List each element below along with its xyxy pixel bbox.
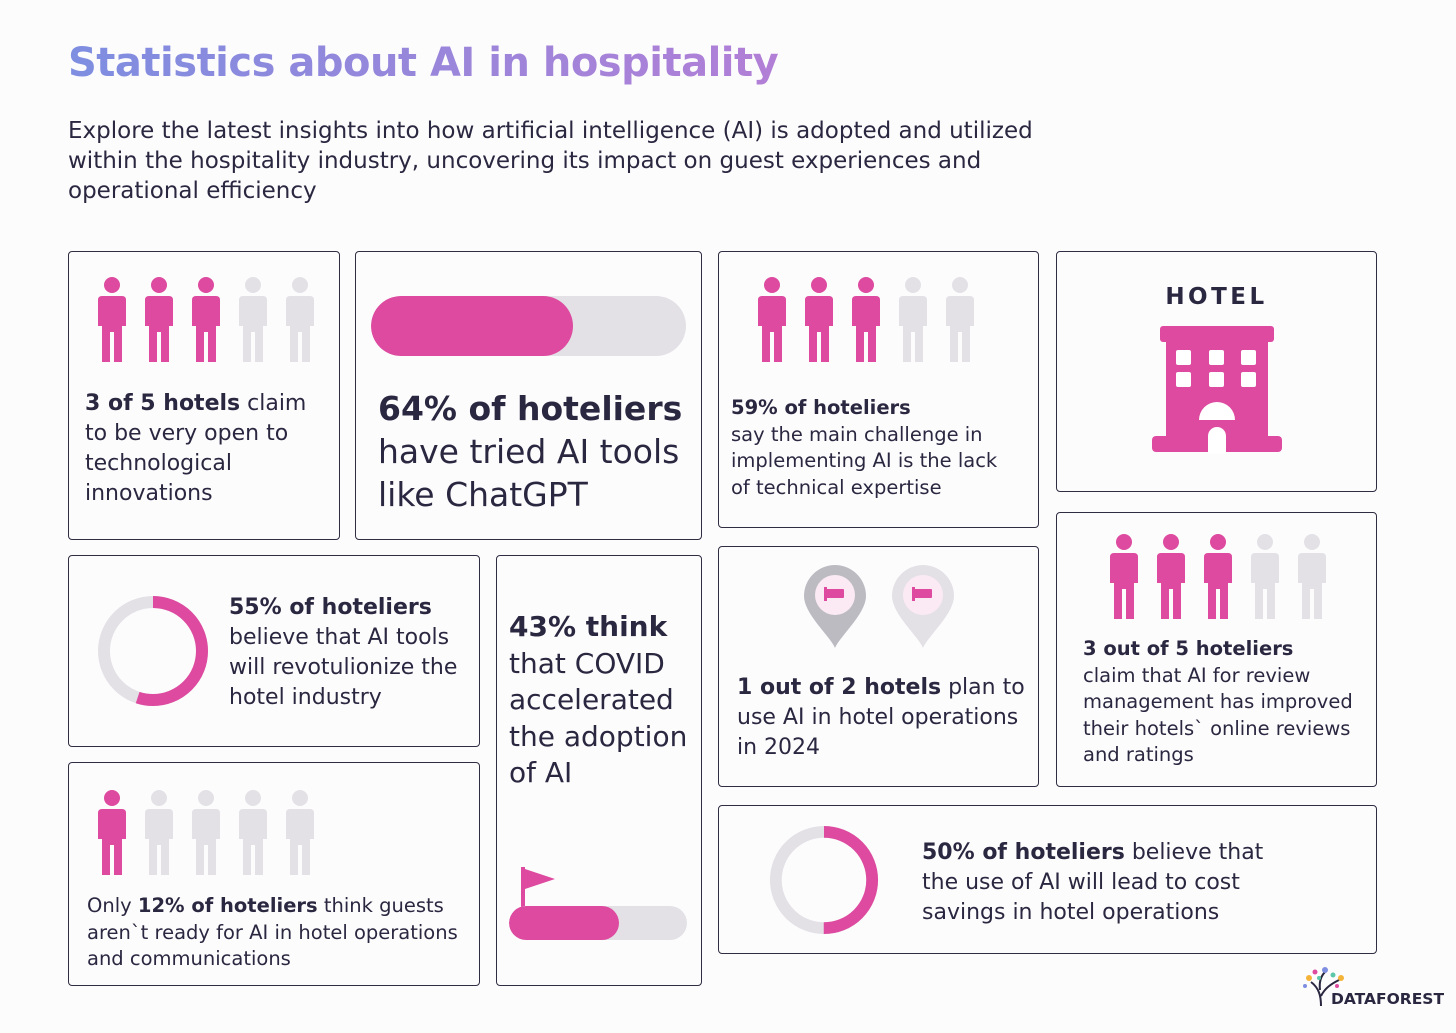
card-tried-ai: 64% of hoteliers have tried AI tools lik… bbox=[355, 251, 702, 540]
donut-chart bbox=[98, 596, 208, 706]
card-plan-2024: 1 out of 2 hotels plan to use AI in hote… bbox=[718, 546, 1039, 787]
progress-bar bbox=[509, 906, 687, 940]
stat-covid: 43% think that COVID accelerated the ado… bbox=[509, 609, 699, 792]
stat-rest: believe that the use of AI will lead to … bbox=[922, 840, 1264, 925]
card-hotel: HOTEL bbox=[1056, 251, 1377, 492]
page-title: Statistics about AI in hospitality bbox=[68, 40, 779, 86]
location-pin-icon bbox=[804, 565, 866, 648]
stat-rest: believe that AI tools will revotulionize… bbox=[229, 625, 458, 710]
stat-cost-savings: 50% of hoteliers believe that the use of… bbox=[922, 838, 1292, 928]
person-icon bbox=[98, 790, 126, 875]
stat-rest: have tried AI tools like ChatGPT bbox=[378, 432, 680, 514]
stat-tried-ai: 64% of hoteliers have tried AI tools lik… bbox=[378, 387, 688, 516]
stat-plan-2024: 1 out of 2 hotels plan to use AI in hote… bbox=[737, 673, 1027, 763]
donut-arc bbox=[98, 596, 208, 706]
dataforest-logo: DATAFOREST bbox=[1331, 990, 1445, 1008]
stat-reviews: 3 out of 5 hoteliers claim that AI for r… bbox=[1083, 636, 1375, 769]
stat-open-to-tech: 3 of 5 hotels claim to be very open to t… bbox=[85, 389, 325, 509]
hotel-building-icon bbox=[1152, 326, 1282, 454]
tree-logo-icon bbox=[1303, 967, 1344, 1007]
people-icon-row bbox=[1106, 533, 1330, 619]
person-icon bbox=[1157, 534, 1185, 619]
page-subtitle: Explore the latest insights into how art… bbox=[68, 118, 1033, 204]
person-icon bbox=[1110, 534, 1138, 619]
stat-rest: claim that AI for review management has … bbox=[1083, 663, 1353, 767]
progress-bar-fill bbox=[509, 906, 620, 940]
person-icon bbox=[805, 277, 833, 362]
person-icon bbox=[239, 277, 267, 362]
stat-rest: say the main challenge in implementing A… bbox=[731, 422, 998, 499]
person-icon bbox=[1298, 534, 1326, 619]
person-icon bbox=[1204, 534, 1232, 619]
flag-icon bbox=[521, 867, 555, 911]
location-pin-icon bbox=[892, 565, 954, 648]
hotel-label: HOTEL bbox=[1165, 284, 1268, 310]
person-icon bbox=[192, 790, 220, 875]
person-icon bbox=[286, 790, 314, 875]
stat-rest: think guests aren`t ready for AI in hote… bbox=[87, 894, 458, 970]
stat-challenge: 59% of hoteliers say the main challenge … bbox=[731, 395, 1021, 501]
card-challenge: 59% of hoteliers say the main challenge … bbox=[718, 251, 1039, 528]
card-reviews: 3 out of 5 hoteliers claim that AI for r… bbox=[1056, 512, 1377, 787]
people-icon-row bbox=[94, 789, 318, 875]
person-icon bbox=[192, 277, 220, 362]
stat-rest: that COVID accelerated the adoption of A… bbox=[509, 646, 688, 790]
person-icon bbox=[145, 790, 173, 875]
stat-rest: claim to be very open to technological i… bbox=[85, 391, 307, 506]
stat-bold: 12% of hoteliers bbox=[137, 894, 318, 917]
card-revolutionize: 55% of hoteliers believe that AI tools w… bbox=[68, 555, 480, 747]
people-icon-row bbox=[94, 276, 318, 362]
donut-arc bbox=[769, 825, 879, 935]
progress-bar bbox=[371, 296, 686, 356]
person-icon bbox=[286, 277, 314, 362]
stat-bold: 55% of hoteliers bbox=[229, 595, 432, 620]
person-icon bbox=[758, 277, 786, 362]
stat-bold: 3 of 5 hotels bbox=[85, 391, 241, 416]
stat-bold: 1 out of 2 hotels bbox=[737, 675, 942, 700]
stat-guests-ready: Only 12% of hoteliers think guests aren`… bbox=[87, 893, 472, 973]
progress-bar-fill bbox=[371, 296, 573, 356]
people-icon-row bbox=[754, 276, 978, 362]
card-covid: 43% think that COVID accelerated the ado… bbox=[496, 555, 702, 986]
card-open-to-tech: 3 of 5 hotels claim to be very open to t… bbox=[68, 251, 340, 540]
stat-rest: plan to use AI in hotel operations in 20… bbox=[737, 675, 1025, 760]
person-icon bbox=[946, 277, 974, 362]
donut-chart bbox=[769, 825, 879, 935]
person-icon bbox=[852, 277, 880, 362]
stat-revolutionize: 55% of hoteliers believe that AI tools w… bbox=[229, 593, 474, 713]
person-icon bbox=[899, 277, 927, 362]
stat-pre: Only bbox=[87, 894, 138, 917]
stat-bold: 3 out of 5 hoteliers bbox=[1083, 637, 1294, 660]
person-icon bbox=[98, 277, 126, 362]
person-icon bbox=[145, 277, 173, 362]
stat-bold: 43% think bbox=[509, 610, 668, 643]
card-guests-ready: Only 12% of hoteliers think guests aren`… bbox=[68, 762, 480, 986]
person-icon bbox=[239, 790, 267, 875]
stat-bold: 64% of hoteliers bbox=[378, 389, 683, 428]
stat-bold: 50% of hoteliers bbox=[922, 840, 1125, 865]
person-icon bbox=[1251, 534, 1279, 619]
card-cost-savings: 50% of hoteliers believe that the use of… bbox=[718, 805, 1377, 954]
stat-bold: 59% of hoteliers bbox=[731, 396, 911, 419]
